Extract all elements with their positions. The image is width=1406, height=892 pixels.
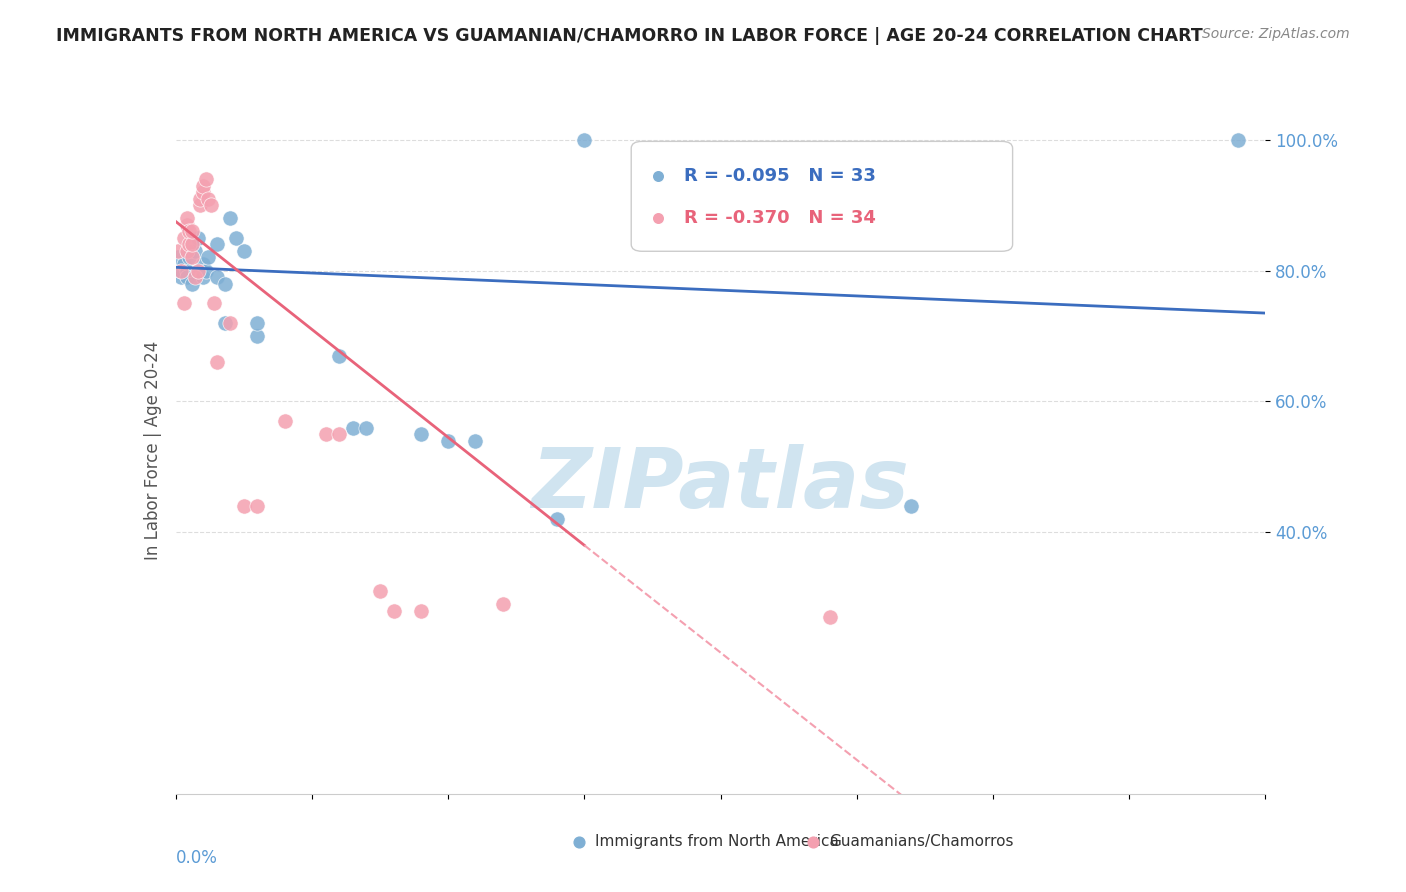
Point — [197, 251, 219, 265]
Point — [173, 231, 195, 245]
Point — [170, 270, 193, 285]
Point — [205, 237, 228, 252]
Point — [167, 251, 190, 265]
Point — [214, 316, 236, 330]
Point — [202, 296, 225, 310]
Point — [173, 296, 195, 310]
Text: Guamanians/Chamorros: Guamanians/Chamorros — [830, 834, 1014, 849]
Point — [368, 584, 391, 599]
Point — [1371, 198, 1393, 212]
Point — [200, 198, 222, 212]
Point — [1227, 133, 1250, 147]
Text: Source: ZipAtlas.com: Source: ZipAtlas.com — [1202, 27, 1350, 41]
Point — [188, 198, 211, 212]
Point — [179, 251, 201, 265]
Point — [181, 251, 204, 265]
Point — [232, 499, 254, 513]
Point — [179, 237, 201, 252]
Point — [184, 244, 207, 258]
Point — [219, 316, 242, 330]
Point — [328, 427, 350, 442]
Point — [246, 329, 269, 343]
Point — [170, 263, 193, 277]
Text: R = -0.370   N = 34: R = -0.370 N = 34 — [683, 210, 876, 227]
Point — [181, 277, 204, 291]
Point — [184, 270, 207, 285]
Point — [194, 263, 217, 277]
Point — [900, 499, 922, 513]
FancyBboxPatch shape — [631, 141, 1012, 252]
Text: Immigrants from North America: Immigrants from North America — [595, 834, 839, 849]
Point — [176, 244, 198, 258]
Text: 0.0%: 0.0% — [176, 849, 218, 867]
Point — [176, 211, 198, 226]
Point — [492, 597, 515, 611]
Point — [464, 434, 486, 448]
Point — [176, 218, 198, 232]
Point — [188, 192, 211, 206]
Point — [1173, 832, 1195, 847]
Point — [197, 192, 219, 206]
Point — [219, 211, 242, 226]
Point — [186, 231, 209, 245]
Text: IMMIGRANTS FROM NORTH AMERICA VS GUAMANIAN/CHAMORRO IN LABOR FORCE | AGE 20-24 C: IMMIGRANTS FROM NORTH AMERICA VS GUAMANI… — [56, 27, 1204, 45]
Point — [205, 270, 228, 285]
Point — [409, 427, 432, 442]
Point — [176, 263, 198, 277]
Point — [191, 270, 214, 285]
Point — [382, 604, 405, 618]
Point — [173, 257, 195, 271]
Point — [179, 224, 201, 238]
Point — [818, 610, 841, 624]
Point — [170, 263, 193, 277]
Point — [356, 420, 378, 434]
Point — [181, 224, 204, 238]
Point — [274, 414, 297, 428]
Point — [1371, 238, 1393, 252]
Point — [205, 355, 228, 369]
Point — [232, 244, 254, 258]
Point — [176, 270, 198, 285]
Y-axis label: In Labor Force | Age 20-24: In Labor Force | Age 20-24 — [143, 341, 162, 560]
Point — [409, 604, 432, 618]
Point — [191, 178, 214, 193]
Point — [546, 512, 568, 526]
Text: R = -0.095   N = 33: R = -0.095 N = 33 — [683, 167, 876, 185]
Point — [328, 349, 350, 363]
Point — [194, 172, 217, 186]
Point — [246, 499, 269, 513]
Point — [342, 420, 364, 434]
Point — [225, 231, 247, 245]
Point — [214, 277, 236, 291]
Point — [181, 237, 204, 252]
Point — [437, 434, 460, 448]
Text: ZIPatlas: ZIPatlas — [531, 444, 910, 525]
Point — [574, 133, 596, 147]
Point — [167, 244, 190, 258]
Point — [186, 263, 209, 277]
Point — [191, 257, 214, 271]
Point — [315, 427, 337, 442]
Point — [191, 185, 214, 199]
Point — [246, 316, 269, 330]
